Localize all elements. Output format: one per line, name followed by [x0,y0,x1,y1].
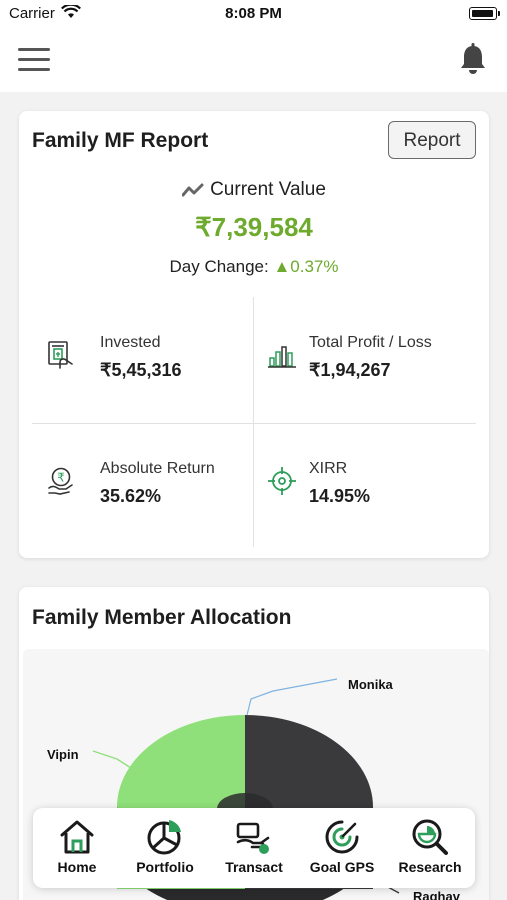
day-change: Day Change: ▲0.37% [19,257,489,277]
tab-home[interactable]: Home [35,808,119,888]
bar-growth-icon [268,346,296,368]
tab-research[interactable]: Research [387,808,473,888]
day-change-label: Day Change: [169,257,269,276]
current-value-label: Current Value [210,179,326,200]
xirr-label: XIRR [309,460,348,477]
label-raghav: Raghav [413,889,461,900]
report-button[interactable]: Report [388,121,476,159]
current-value-amount: ₹7,39,584 [195,212,313,242]
app-header [0,28,507,92]
grid-divider-horizontal [32,423,476,424]
status-bar: Carrier 8:08 PM [0,0,507,28]
profit-loss-value: ₹1,94,267 [309,360,391,380]
tab-transact[interactable]: Transact [211,808,297,888]
tab-goal-gps[interactable]: Goal GPS [299,808,385,888]
current-value-heading: Current Value [19,179,489,201]
tab-transact-label: Transact [225,859,283,875]
tab-portfolio[interactable]: Portfolio [121,808,209,888]
home-icon [60,820,94,854]
bell-icon[interactable] [459,42,487,76]
invested-hand-cash-icon [48,341,73,369]
goal-gps-icon [325,820,359,854]
invested-label: Invested [100,334,161,351]
tab-goal-gps-label: Goal GPS [309,859,375,875]
day-change-value: ▲0.37% [273,257,339,276]
rupee-coin-hand-icon: ₹ [48,467,73,495]
tab-portfolio-label: Portfolio [136,859,194,875]
absolute-return-value: 35.62% [100,486,162,506]
research-magnifier-icon [412,819,448,855]
label-vipin: Vipin [47,747,79,762]
svg-text:₹: ₹ [57,471,65,485]
grid-divider-vertical [253,297,254,547]
leader-line-vipin [92,750,135,771]
tab-home-label: Home [57,859,97,875]
family-mf-report-card: Family MF Report Report Current Value ₹7… [19,111,489,558]
bottom-tab-bar: Home Portfolio Transact Goal GPS [33,808,475,888]
tab-research-label: Research [398,859,462,875]
leader-line-monika [246,678,338,716]
battery-icon [469,7,500,20]
target-icon [268,467,296,495]
profit-loss-label: Total Profit / Loss [309,334,432,351]
transact-hand-icon [236,822,270,854]
card-title: Family Member Allocation [32,606,292,629]
card-title: Family MF Report [32,129,209,152]
label-monika: Monika [348,677,394,692]
invested-value: ₹5,45,316 [100,360,182,380]
absolute-return-label: Absolute Return [100,460,215,477]
carrier-label: Carrier [9,5,55,22]
trend-line-icon [181,183,204,197]
wifi-icon [61,3,81,24]
hamburger-menu-icon[interactable] [18,48,50,72]
xirr-value: 14.95% [309,486,371,506]
pie-chart-icon [147,820,181,855]
clock-time: 8:08 PM [225,5,282,22]
